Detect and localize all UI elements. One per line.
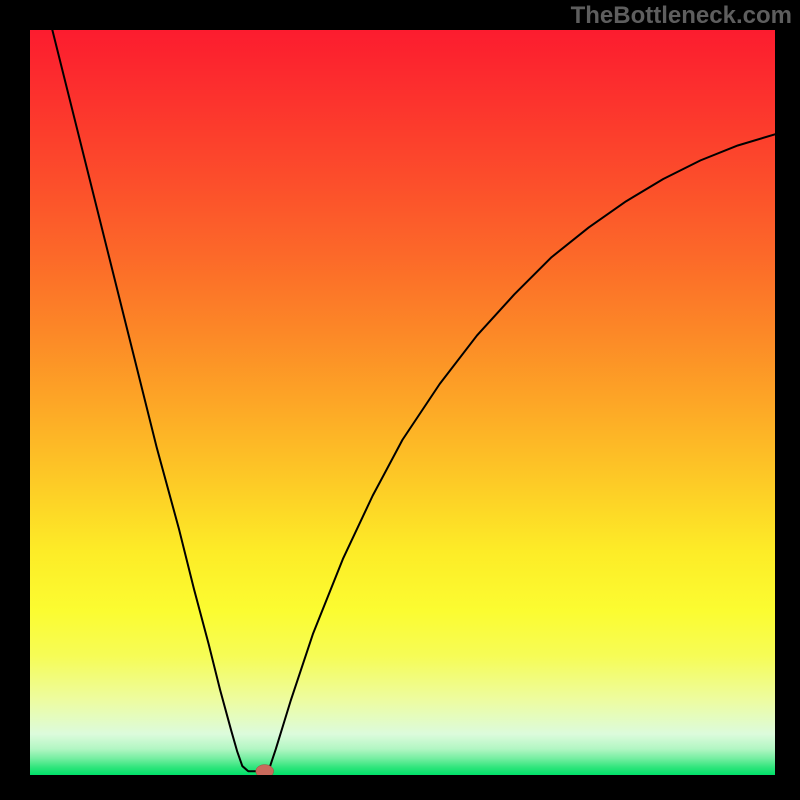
curve-layer	[30, 30, 775, 775]
watermark-text: TheBottleneck.com	[571, 2, 792, 30]
bottleneck-curve	[52, 30, 775, 771]
bottleneck-chart: TheBottleneck.com	[0, 0, 800, 800]
plot-area	[30, 30, 775, 775]
